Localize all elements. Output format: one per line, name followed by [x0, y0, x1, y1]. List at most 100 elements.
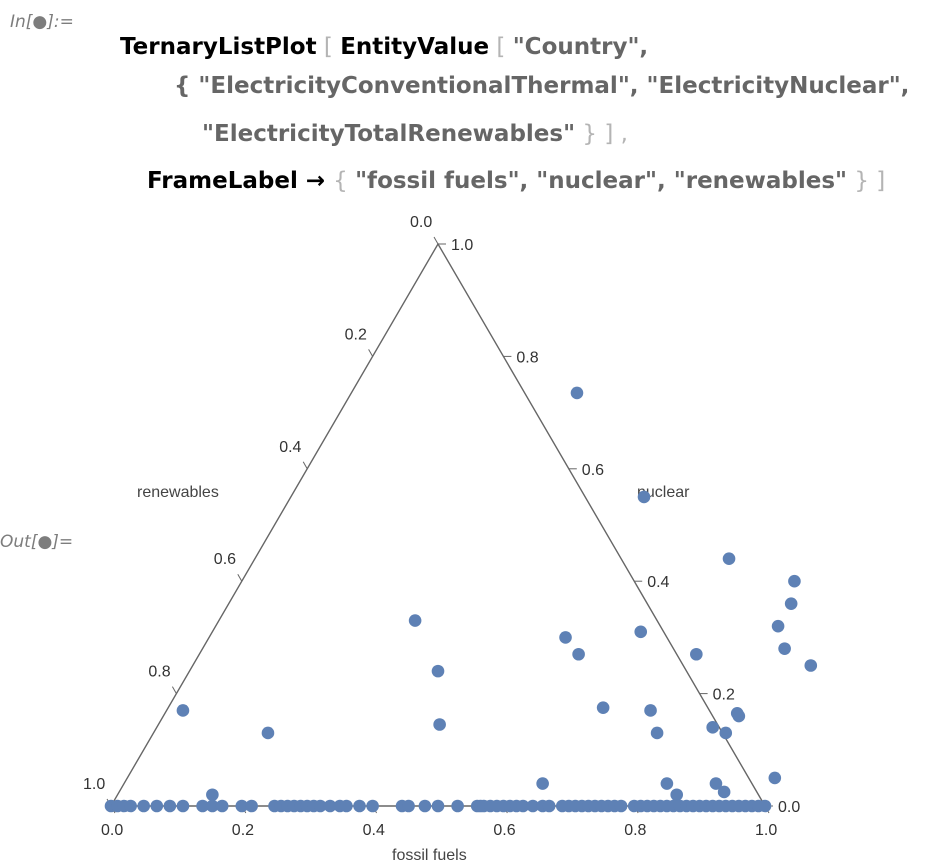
data-point — [732, 709, 746, 723]
data-point — [596, 701, 610, 714]
data-point — [323, 799, 337, 813]
data-point — [788, 574, 801, 588]
code-line-1: TernaryListPlot [ EntityValue [ "Country… — [88, 8, 648, 86]
data-point — [137, 799, 150, 813]
data-point — [402, 799, 415, 813]
bottom-tick-label: 0.0 — [101, 822, 123, 839]
bracket: } ] — [847, 168, 886, 194]
data-point — [634, 625, 648, 639]
left-tick-label: 0.2 — [345, 326, 367, 343]
data-point — [804, 659, 818, 672]
data-point — [353, 799, 366, 813]
data-point — [206, 788, 219, 802]
bottom-tick-label: 0.6 — [493, 822, 515, 839]
rule-arrow: → — [297, 168, 334, 194]
bracket: } ] , — [575, 121, 628, 147]
data-point — [722, 552, 736, 566]
data-point — [433, 718, 446, 731]
left-tick — [368, 349, 374, 357]
data-point — [366, 799, 379, 813]
data-point — [313, 799, 327, 813]
data-point — [768, 771, 782, 785]
data-point — [235, 799, 249, 813]
data-point — [719, 726, 733, 740]
ternary-plot: 0.0 0.2 0.4 0.6 0.8 1.00.00.20.40.60.81.00.00… — [83, 214, 818, 864]
right-tick-label: 0.2 — [713, 687, 735, 704]
brace: { — [174, 73, 199, 99]
option-name: FrameLabel — [147, 168, 298, 194]
data-point — [670, 788, 684, 802]
left-tick-label: 0.4 — [279, 439, 301, 456]
code-line-2: { "ElectricityConventionalThermal", "Ele… — [142, 47, 909, 125]
data-point — [163, 799, 177, 813]
data-point — [124, 799, 137, 813]
brace: { — [333, 168, 356, 194]
string-literal: "fossil fuels", "nuclear", "renewables" — [355, 168, 848, 194]
right-tick-label: 0.6 — [582, 462, 604, 479]
data-point — [614, 799, 628, 813]
output-label: Out[●]= — [0, 532, 74, 552]
left-tick-label: 0.8 — [148, 664, 170, 681]
data-point — [176, 799, 190, 813]
bottom-tick-label: 0.4 — [363, 822, 385, 839]
data-point — [660, 777, 674, 790]
data-point — [637, 490, 651, 504]
string-literal: "ElectricityTotalRenewables" — [202, 121, 576, 147]
axis-label-renewables: renewables — [137, 484, 219, 501]
data-point — [570, 386, 584, 400]
string-literal: "ElectricityNuclear", — [638, 73, 910, 99]
data-point — [559, 631, 572, 644]
input-cell[interactable]: In[●]:= TernaryListPlot [ EntityValue [ … — [0, 0, 940, 194]
left-tick — [237, 573, 243, 582]
bottom-tick-label: 1.0 — [755, 822, 777, 839]
data-point — [516, 799, 530, 813]
bracket: [ — [489, 34, 513, 60]
right-tick-label: 0.8 — [516, 349, 538, 366]
right-tick-label: 1.0 — [451, 237, 473, 254]
string-literal: "Country", — [512, 34, 649, 60]
bottom-tick-label: 0.8 — [624, 822, 646, 839]
data-point — [245, 799, 258, 813]
left-tick-label: 0.6 — [214, 551, 236, 568]
string-literal: "ElectricityConventionalThermal", — [198, 73, 639, 99]
data-point — [431, 799, 445, 813]
data-point — [650, 726, 664, 740]
data-point — [206, 799, 219, 813]
data-point — [690, 647, 703, 661]
function-name: TernaryListPlot — [120, 34, 317, 60]
bottom-tick-label: 0.2 — [232, 822, 254, 839]
bracket: [ — [316, 34, 341, 60]
data-point — [536, 777, 549, 790]
data-point — [572, 647, 585, 661]
data-point — [784, 597, 798, 610]
left-tick-label: 0.0 — [410, 214, 432, 231]
data-point — [771, 619, 785, 633]
axis-label-fossil-fuels: fossil fuels — [392, 847, 467, 864]
function-name: EntityValue — [340, 34, 490, 60]
right-tick-label: 0.0 — [778, 799, 800, 816]
code-line-4: FrameLabel → { "fossil fuels", "nuclear"… — [115, 142, 885, 220]
data-point — [418, 799, 432, 813]
data-point — [778, 642, 791, 655]
data-point — [196, 799, 209, 813]
data-point — [261, 726, 275, 740]
data-point — [526, 799, 540, 813]
data-point — [451, 799, 464, 813]
data-point — [215, 799, 229, 813]
data-point — [706, 721, 719, 734]
input-label: In[●]:= — [10, 12, 74, 32]
left-tick — [433, 236, 439, 245]
code-line-3: "ElectricityTotalRenewables" } ] , — [170, 95, 628, 173]
left-tick — [302, 461, 308, 470]
data-point — [340, 799, 353, 813]
data-point — [644, 704, 657, 717]
data-point — [150, 799, 164, 813]
data-point — [709, 777, 723, 790]
right-tick-label: 0.4 — [647, 574, 669, 591]
left-tick — [171, 686, 177, 694]
data-point — [431, 664, 445, 678]
data-point — [176, 704, 190, 717]
left-tick-label: 1.0 — [83, 776, 105, 793]
data-point — [542, 799, 556, 813]
data-point — [758, 799, 772, 813]
